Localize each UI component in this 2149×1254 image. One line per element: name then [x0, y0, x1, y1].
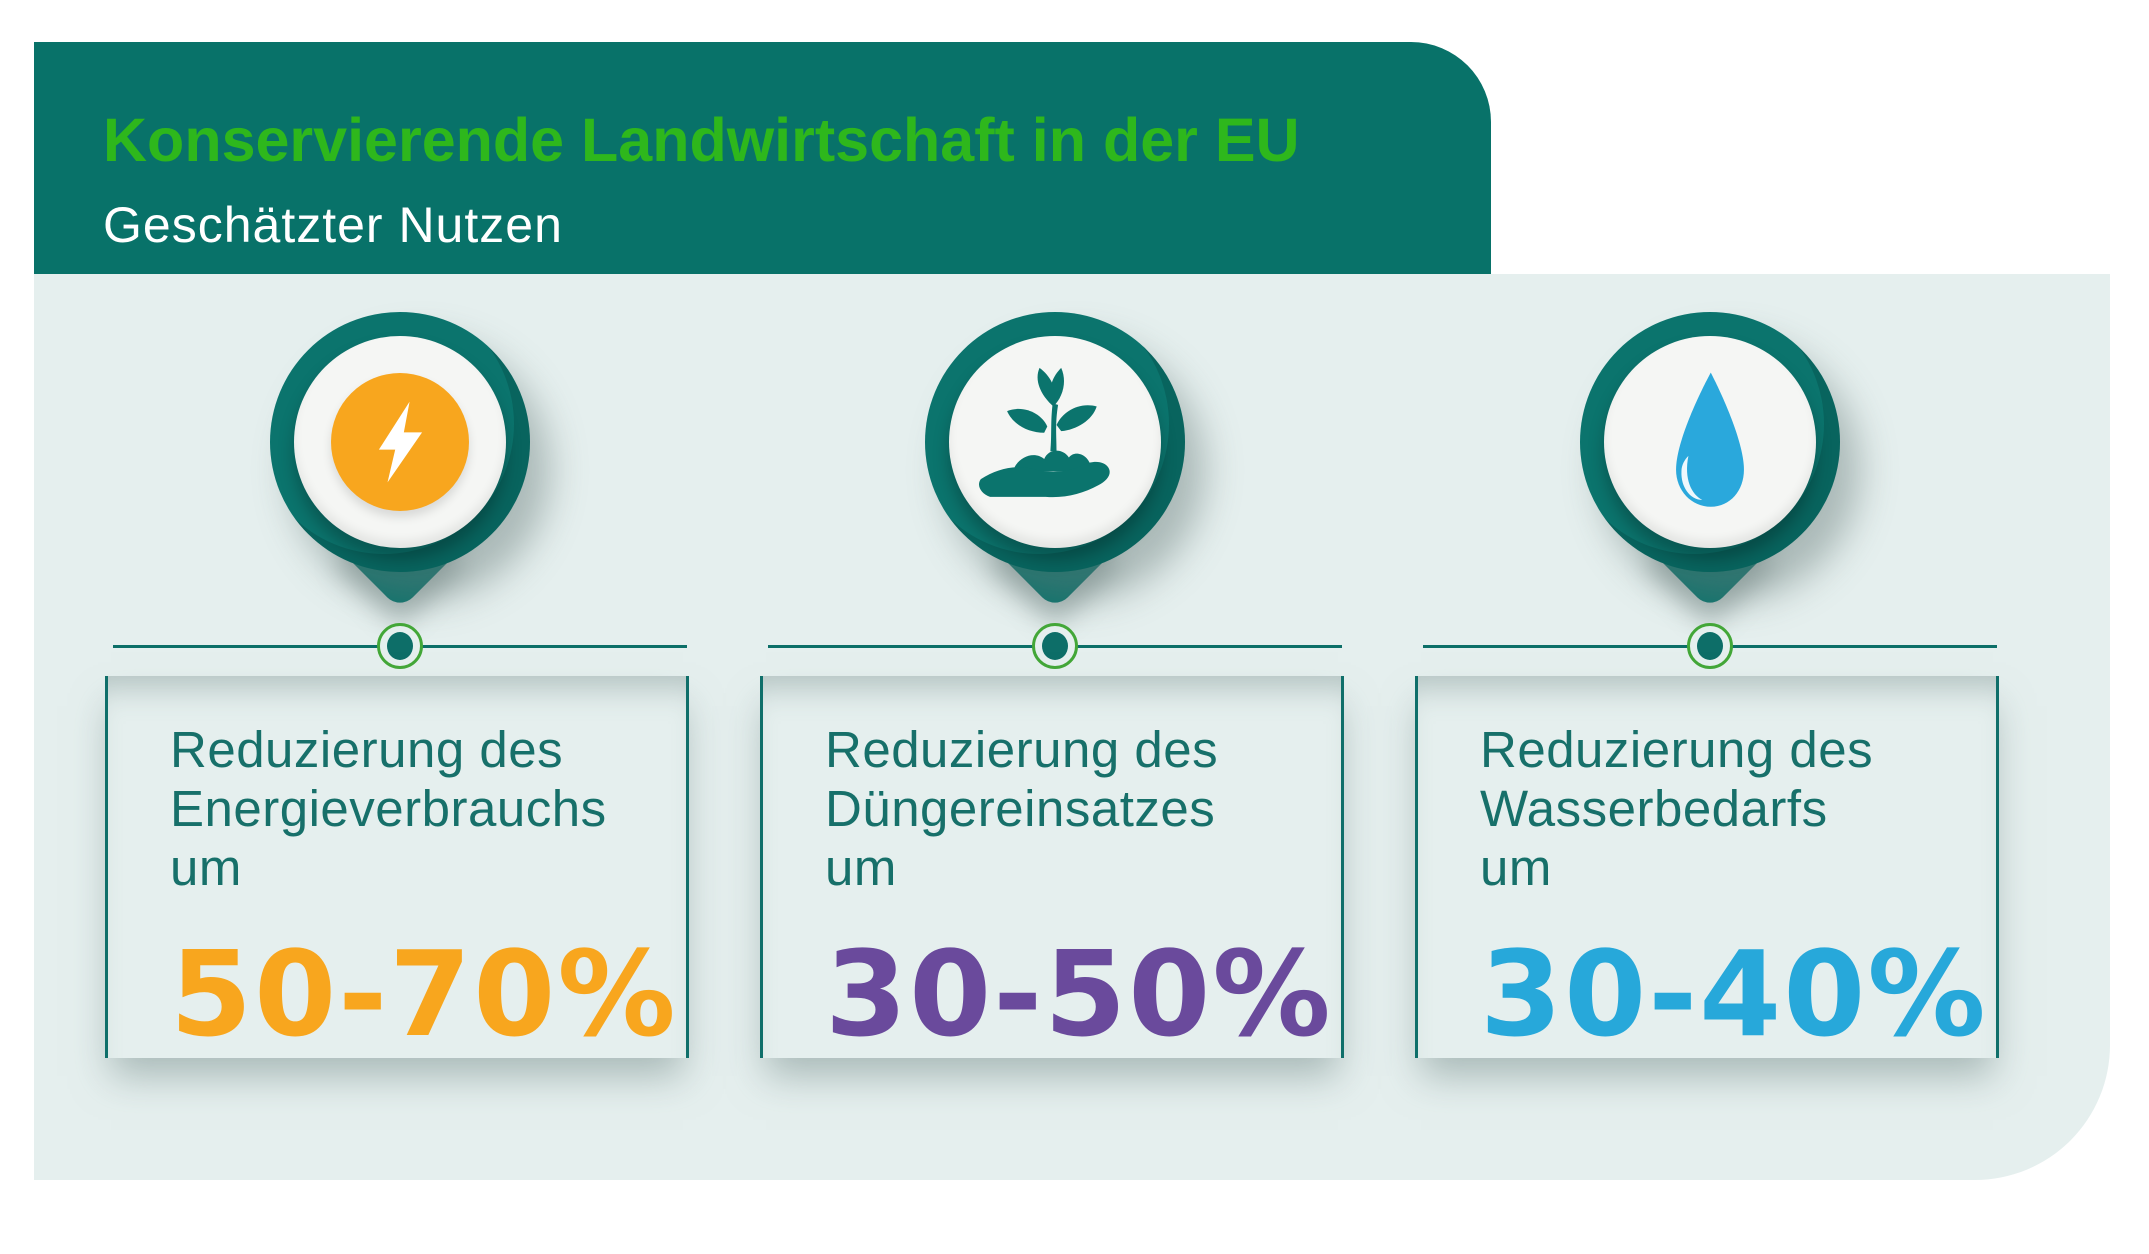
map-pin-marker-water [1580, 0, 1840, 611]
benefit-column-fertilizer: Reduzierung des Düngereinsatzes um 30-50… [760, 0, 1350, 1254]
benefit-text-line: um [170, 839, 242, 896]
benefit-card-water: Reduzierung des Wasserbedarfs um 30-40% [1415, 676, 1999, 1058]
map-pin-marker-energy [270, 0, 530, 611]
benefit-value: 30-40% [1480, 925, 1988, 1063]
benefit-text-line: Energieverbrauchs [170, 780, 607, 837]
lightning-icon [378, 401, 423, 483]
benefit-column-energy: Reduzierung des Energieverbrauchs um 50-… [105, 0, 695, 1254]
timeline-node-dot [1697, 632, 1723, 660]
benefit-card-fertilizer: Reduzierung des Düngereinsatzes um 30-50… [760, 676, 1344, 1058]
benefit-text-line: Reduzierung des [1480, 721, 1874, 778]
pin-circle [270, 312, 530, 572]
benefit-value: 50-70% [170, 925, 678, 1063]
pin-inner-disc [1604, 336, 1816, 548]
timeline-node-dot [387, 632, 413, 660]
water-drop-icon [1676, 372, 1744, 507]
timeline-node [1032, 623, 1078, 669]
page-title: Konservierende Landwirtschaft in der EU [103, 106, 1300, 174]
timeline-node [377, 623, 423, 669]
pin-inner-disc [294, 336, 506, 548]
benefit-text-line: Reduzierung des [170, 721, 564, 778]
energy-icon-disc [331, 373, 469, 511]
benefit-column-water: Reduzierung des Wasserbedarfs um 30-40% [1415, 0, 2005, 1254]
pin-circle [1580, 312, 1840, 572]
benefit-text-line: Düngereinsatzes [825, 780, 1216, 837]
benefit-text-line: Wasserbedarfs [1480, 780, 1828, 837]
benefit-text-line: um [1480, 839, 1552, 896]
benefit-card-energy: Reduzierung des Energieverbrauchs um 50-… [105, 676, 689, 1058]
map-pin-marker-fertilizer [925, 0, 1185, 611]
timeline-node [1687, 623, 1733, 669]
page-subtitle: Geschätzter Nutzen [103, 197, 563, 253]
benefit-value: 30-50% [825, 925, 1333, 1063]
plant-in-hand-icon [978, 367, 1110, 498]
benefit-text-line: Reduzierung des [825, 721, 1219, 778]
header-banner: Konservierende Landwirtschaft in der EU … [34, 42, 1491, 274]
pin-circle [925, 312, 1185, 572]
benefit-text-line: um [825, 839, 897, 896]
timeline-node-dot [1042, 632, 1068, 660]
pin-inner-disc [949, 336, 1161, 548]
